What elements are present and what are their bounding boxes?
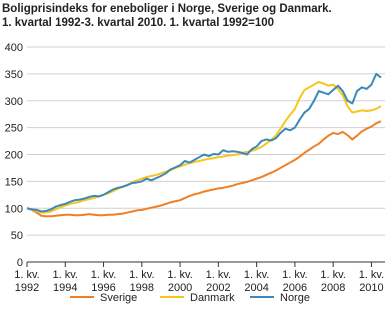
- x-tick-label-line: 1. kv.: [359, 269, 384, 281]
- y-tick-label: 250: [5, 123, 23, 135]
- legend-label: Sverige: [100, 292, 137, 304]
- legend-label: Danmark: [190, 292, 235, 304]
- y-tick-label: 0: [17, 257, 23, 269]
- series-line: [26, 72, 382, 213]
- x-tick-label: 1. kv. 1992: [14, 269, 39, 294]
- series-line: [26, 120, 382, 218]
- x-tick-label: 1. kv. 2010: [359, 269, 384, 294]
- x-tick-label: 1. kv. 2006: [282, 269, 307, 294]
- x-tick-label-line: 1. kv.: [244, 269, 269, 281]
- chart-subtitle: 1. kvartal 1992-3. kvartal 2010. 1. kvar…: [2, 17, 274, 29]
- y-tick-label: 350: [5, 69, 23, 81]
- x-tick-label: 1. kv. 2004: [244, 269, 269, 294]
- x-tick-label-line: 1992: [15, 282, 39, 294]
- chart-title: Boligprisindeks for eneboliger i Norge, …: [2, 3, 332, 15]
- x-tick-label-line: 1. kv.: [320, 269, 345, 281]
- y-tick-label: 100: [5, 203, 23, 215]
- x-tick-label-line: 2004: [244, 282, 268, 294]
- y-tick-label: 50: [11, 230, 23, 242]
- y-tick-label: 200: [5, 150, 23, 162]
- x-tick-label-line: 1998: [130, 282, 154, 294]
- y-tick-label: 150: [5, 176, 23, 188]
- y-tick-label: 400: [5, 42, 23, 54]
- series-line: [26, 80, 382, 214]
- x-tick-label-line: 1994: [53, 282, 77, 294]
- x-tick-label: 1. kv. 2000: [167, 269, 192, 294]
- x-tick-label-line: 1. kv.: [167, 269, 192, 281]
- legend-label: Norge: [280, 292, 310, 304]
- x-tick-label-line: 1. kv.: [282, 269, 307, 281]
- y-tick-label: 300: [5, 96, 23, 108]
- x-tick-label-line: 1. kv.: [53, 269, 78, 281]
- x-tick-label-line: 1996: [91, 282, 115, 294]
- x-tick-label-line: 2008: [321, 282, 345, 294]
- x-tick-label: 1. kv. 1996: [91, 269, 116, 294]
- x-tick-label-line: 2002: [206, 282, 230, 294]
- x-tick-label: 1. kv. 1994: [53, 269, 78, 294]
- x-tick-label-line: 2000: [168, 282, 192, 294]
- x-tick-label-line: 1. kv.: [129, 269, 154, 281]
- x-tick-label-line: 2010: [359, 282, 383, 294]
- x-tick-label-line: 1. kv.: [91, 269, 116, 281]
- x-tick-label: 1. kv. 2002: [206, 269, 231, 294]
- x-tick-label-line: 2006: [283, 282, 307, 294]
- x-tick-label-line: 1. kv.: [14, 269, 39, 281]
- x-tick-label: 1. kv. 2008: [320, 269, 345, 294]
- x-tick-label-line: 1. kv.: [206, 269, 231, 281]
- x-tick-label: 1. kv. 1998: [129, 269, 154, 294]
